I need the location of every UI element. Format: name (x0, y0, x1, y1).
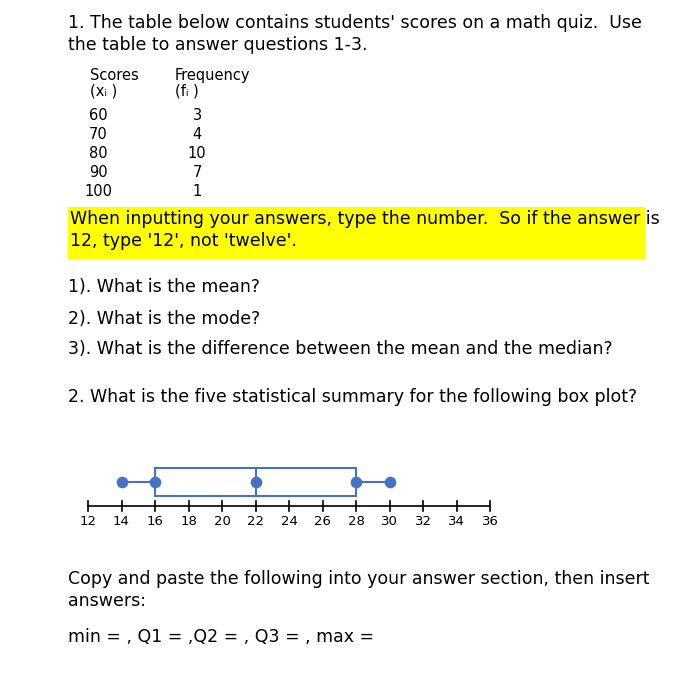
Text: 100: 100 (84, 184, 112, 199)
Text: 18: 18 (180, 515, 197, 528)
Text: 36: 36 (481, 515, 498, 528)
Text: 70: 70 (88, 127, 107, 142)
Text: 30: 30 (381, 515, 398, 528)
Text: 22: 22 (247, 515, 264, 528)
Point (384, 477, 395, 488)
Text: 3: 3 (192, 108, 201, 123)
Point (150, 477, 160, 488)
Text: 28: 28 (347, 515, 364, 528)
Text: (xᵢ ): (xᵢ ) (90, 84, 117, 99)
Text: 10: 10 (188, 146, 206, 161)
Text: 12, type '12', not 'twelve'.: 12, type '12', not 'twelve'. (70, 232, 297, 250)
Text: 34: 34 (448, 515, 465, 528)
Text: 16: 16 (147, 515, 163, 528)
Point (351, 477, 362, 488)
Text: 32: 32 (415, 515, 432, 528)
Text: 12: 12 (80, 515, 97, 528)
Text: 3). What is the difference between the mean and the median?: 3). What is the difference between the m… (68, 340, 613, 358)
Text: Frequency: Frequency (175, 68, 250, 83)
Text: (fᵢ ): (fᵢ ) (175, 84, 199, 99)
Text: 2. What is the five statistical summary for the following box plot?: 2. What is the five statistical summary … (68, 388, 637, 406)
Point (116, 477, 127, 488)
Text: 4: 4 (192, 127, 202, 142)
Text: min = , Q1 = ,Q2 = , Q3 = , max =: min = , Q1 = ,Q2 = , Q3 = , max = (68, 628, 374, 646)
Text: 1. The table below contains students' scores on a math quiz.  Use: 1. The table below contains students' sc… (68, 14, 642, 32)
Text: 20: 20 (214, 515, 231, 528)
Text: 1). What is the mean?: 1). What is the mean? (68, 278, 260, 296)
Text: 7: 7 (192, 165, 202, 180)
Text: Copy and paste the following into your answer section, then insert: Copy and paste the following into your a… (68, 570, 649, 588)
Text: 90: 90 (88, 165, 107, 180)
Text: 26: 26 (314, 515, 331, 528)
Text: 14: 14 (113, 515, 130, 528)
Bar (68, 207, 645, 259)
Text: the table to answer questions 1-3.: the table to answer questions 1-3. (68, 36, 367, 54)
Bar (155, 468, 356, 496)
Text: 80: 80 (88, 146, 107, 161)
Text: Scores: Scores (90, 68, 139, 83)
Text: 2). What is the mode?: 2). What is the mode? (68, 310, 260, 328)
Text: answers:: answers: (68, 592, 146, 610)
Text: When inputting your answers, type the number.  So if the answer is: When inputting your answers, type the nu… (70, 210, 660, 228)
Text: 60: 60 (88, 108, 107, 123)
Text: 24: 24 (281, 515, 297, 528)
Text: 1: 1 (192, 184, 202, 199)
Point (250, 477, 261, 488)
